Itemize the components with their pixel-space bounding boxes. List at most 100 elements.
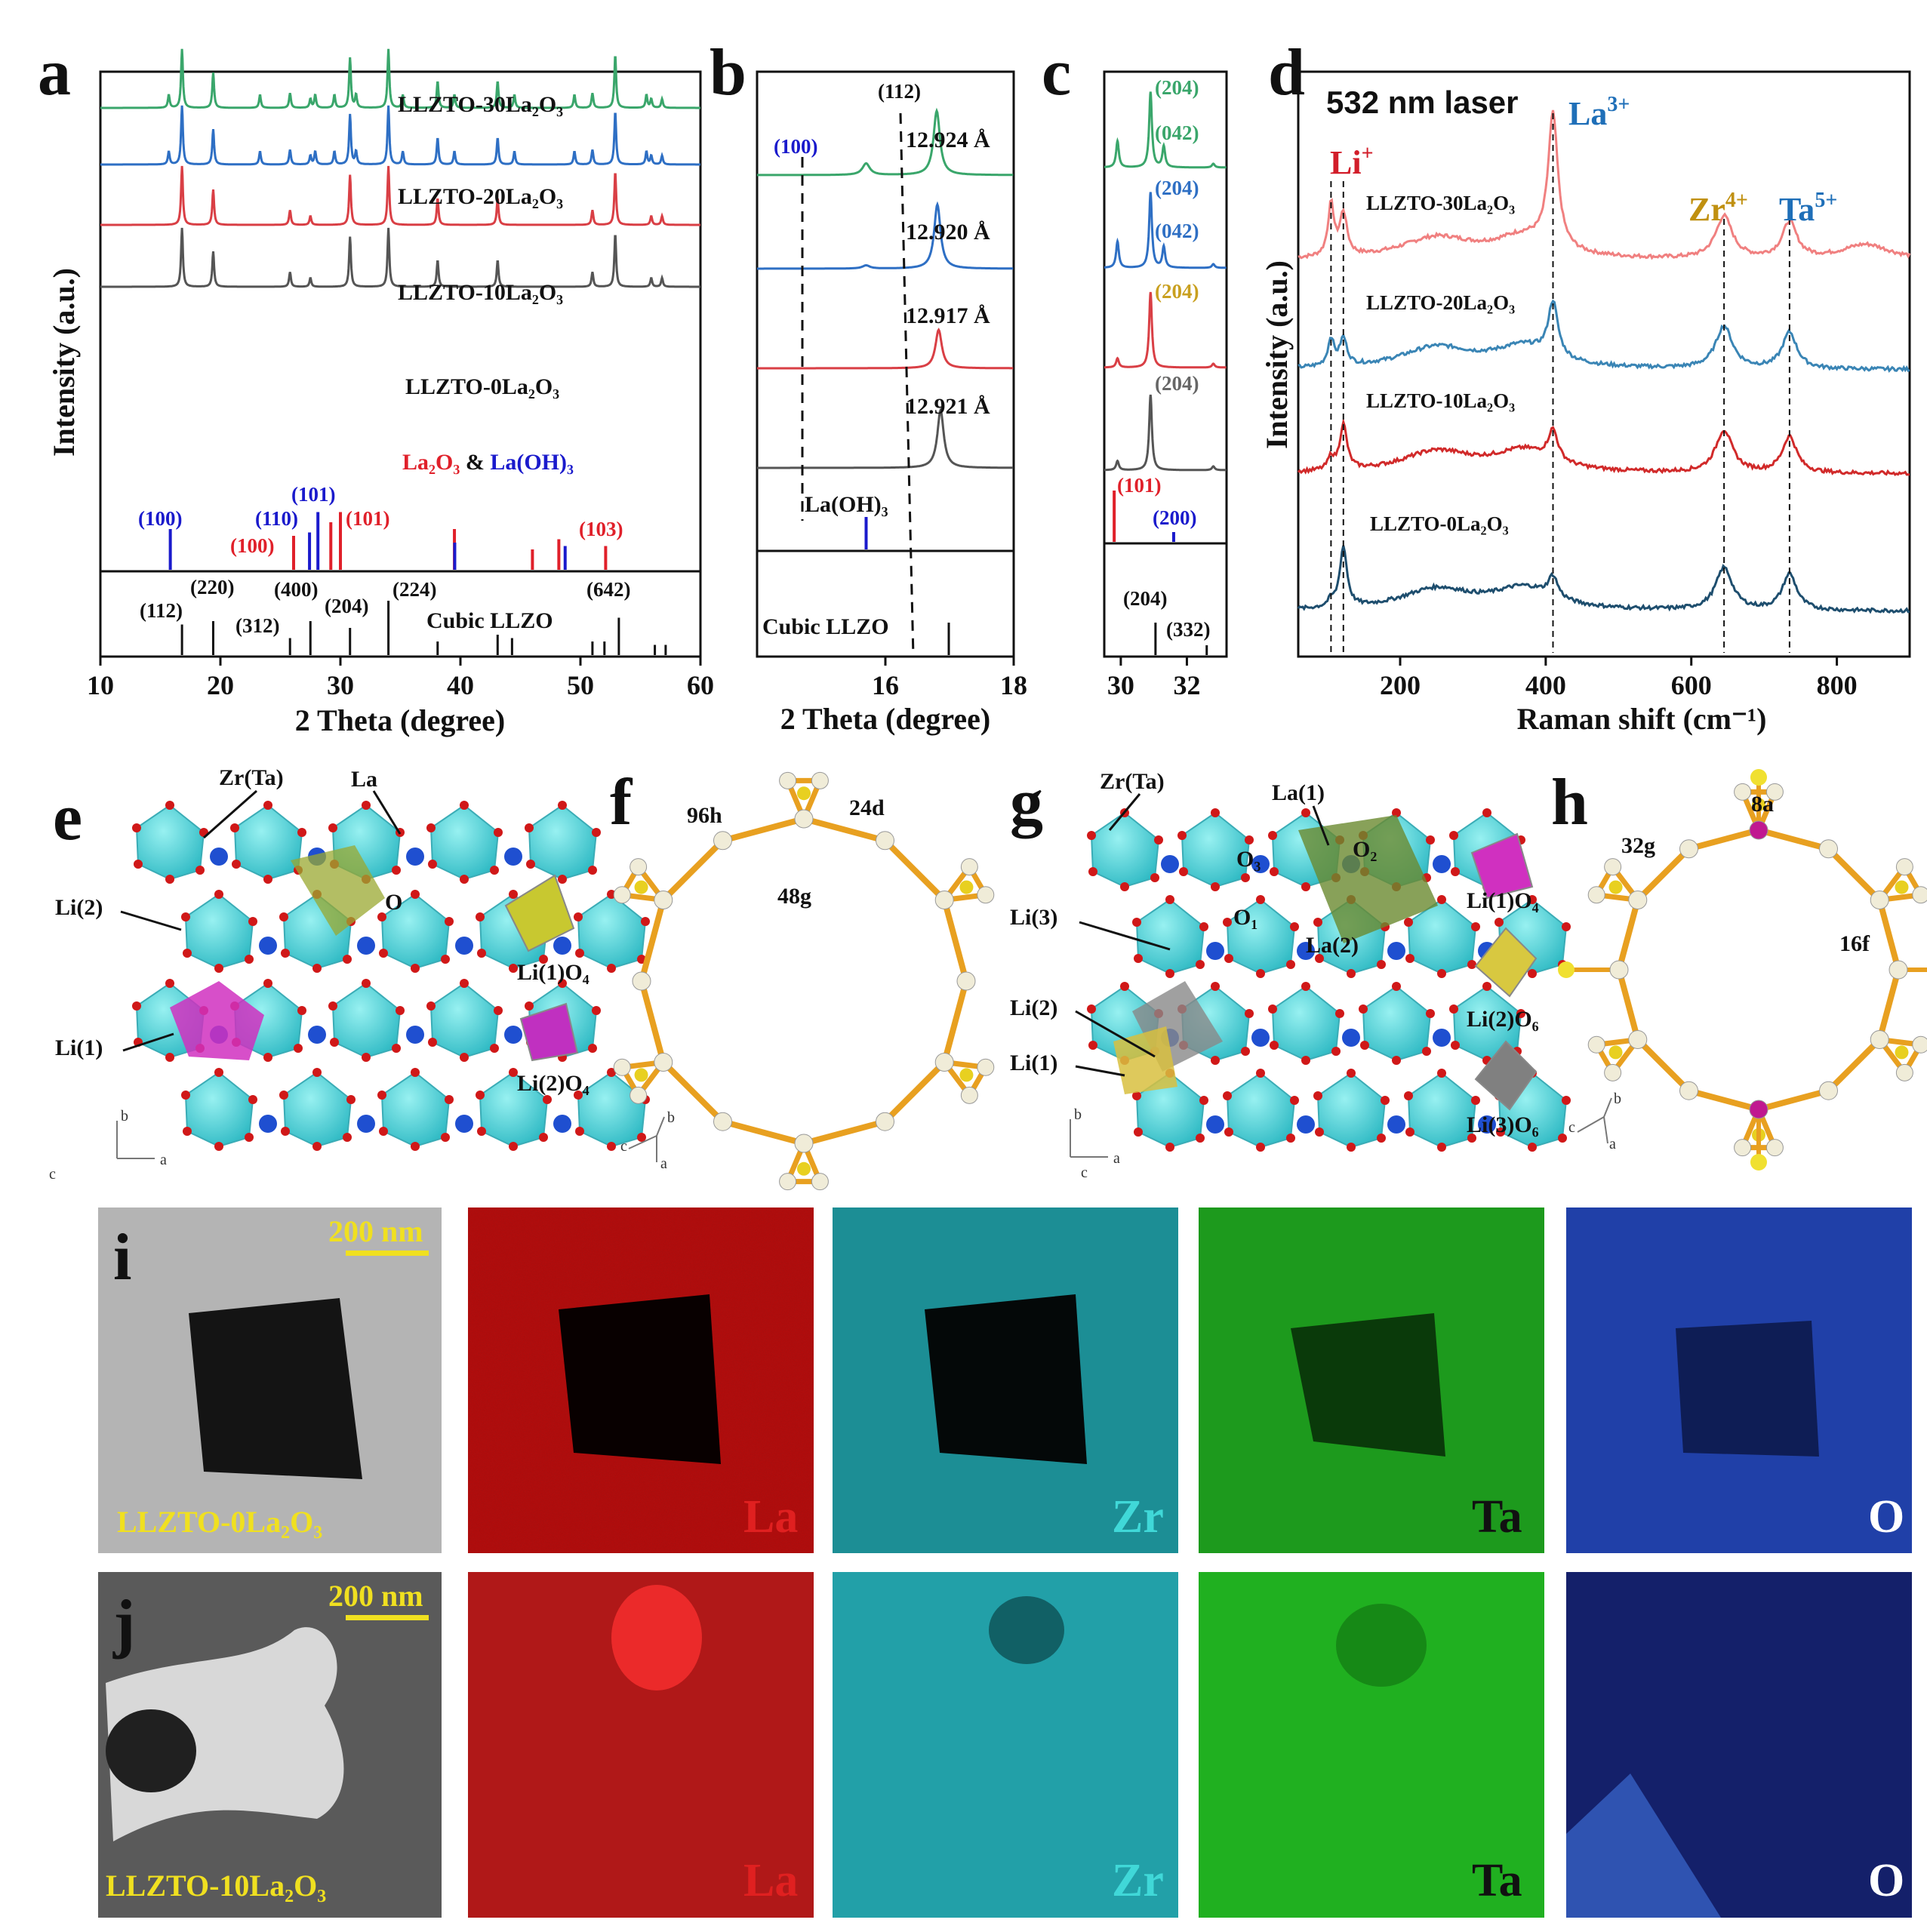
e-axis-label-a: a bbox=[160, 1152, 167, 1168]
octahedron bbox=[184, 893, 254, 970]
oxygen-atom bbox=[1268, 831, 1277, 840]
octahedron bbox=[577, 893, 647, 970]
oxygen-atom bbox=[1268, 1004, 1277, 1014]
g-arrow-li3 bbox=[1079, 921, 1171, 951]
ring-atom bbox=[977, 886, 995, 904]
oxygen-atom bbox=[328, 1001, 337, 1011]
ring-bond bbox=[639, 899, 666, 983]
a-label-30: LLZTO-30La₂O₃ bbox=[398, 92, 563, 117]
a-trace-LLZTO-0La₂O₃ bbox=[100, 227, 700, 288]
oxygen-atom bbox=[1405, 1128, 1414, 1137]
ring-bond bbox=[722, 1118, 805, 1146]
oxygen-atom bbox=[263, 875, 272, 884]
octahedron bbox=[528, 804, 598, 881]
oxygen-atom bbox=[263, 1053, 272, 1062]
oxygen-atom bbox=[1211, 882, 1220, 891]
ring-atom bbox=[1889, 960, 1908, 980]
octahedron bbox=[1271, 985, 1341, 1062]
oxygen-atom bbox=[1286, 1134, 1295, 1143]
i-ta-pore bbox=[1291, 1313, 1445, 1457]
la-atom bbox=[1206, 942, 1224, 960]
oxygen-atom bbox=[1359, 1004, 1368, 1014]
oxygen-atom bbox=[490, 866, 499, 875]
ring-atom bbox=[654, 891, 673, 909]
oxygen-atom bbox=[312, 1068, 322, 1077]
ring-bond bbox=[1876, 899, 1901, 971]
oxygen-atom bbox=[460, 875, 469, 884]
panel-label-j: j bbox=[112, 1587, 135, 1660]
g-li-tetra bbox=[1113, 1026, 1177, 1094]
panel-label-c: c bbox=[1042, 36, 1071, 109]
g-label-o1: O₁ bbox=[1233, 905, 1257, 930]
b-peak-100: (100) bbox=[774, 135, 817, 158]
oxygen-atom bbox=[346, 1095, 356, 1104]
g-axis-label-a: a bbox=[1113, 1150, 1120, 1167]
oxygen-atom bbox=[426, 823, 436, 832]
g-legend-li2o6: Li(2)O₆ bbox=[1467, 1007, 1539, 1032]
a-legend-amp: & bbox=[460, 450, 490, 475]
h-axis-3 bbox=[1603, 1116, 1608, 1144]
oxygen-atom bbox=[1223, 1091, 1232, 1100]
oxygen-atom bbox=[411, 1142, 420, 1151]
e-axis-label-b: b bbox=[121, 1108, 128, 1124]
h-bonds bbox=[1558, 769, 1927, 1171]
e-label-li1: Li(1) bbox=[55, 1035, 103, 1060]
d-ion-zr-sup: 4+ bbox=[1725, 189, 1748, 212]
panel-d-traces bbox=[1297, 109, 1911, 614]
e-legend-li2o4: Li(2)O₄ bbox=[517, 1071, 589, 1096]
oxygen-atom bbox=[509, 1068, 518, 1077]
a-label-20: LLZTO-20La₂O₃ bbox=[398, 184, 563, 209]
panel-a-frame bbox=[99, 70, 702, 658]
la-atom bbox=[1387, 942, 1405, 960]
ring-bond bbox=[660, 1060, 725, 1124]
oxygen-atom bbox=[379, 1127, 388, 1136]
octahedron bbox=[135, 804, 205, 881]
g-label-la2: La(2) bbox=[1306, 933, 1359, 958]
a-legend-la2o3: La₂O₃ bbox=[402, 450, 460, 475]
oxygen-atom bbox=[294, 1044, 303, 1053]
e-arrow-li2 bbox=[120, 910, 182, 931]
ring-atom bbox=[1628, 1030, 1648, 1049]
oxygen-atom bbox=[232, 860, 241, 869]
oxygen-atom bbox=[132, 823, 141, 832]
ring-center-atom bbox=[1608, 880, 1623, 894]
d-label-10: LLZTO-10La₂O₃ bbox=[1366, 389, 1515, 412]
oxygen-atom bbox=[214, 1068, 223, 1077]
la-atom bbox=[357, 937, 375, 955]
ring-atom bbox=[613, 886, 631, 904]
oxygen-atom bbox=[362, 979, 371, 988]
b-lattice-20: 12.920 Å bbox=[906, 220, 990, 245]
ring-atom bbox=[960, 1086, 978, 1104]
ring-atom bbox=[811, 1173, 829, 1191]
panel-c-xrd: (204) (042) (204) (042) (204) (204) (101… bbox=[1103, 70, 1228, 700]
d-label-0: LLZTO-0La₂O₃ bbox=[1370, 512, 1509, 535]
ring-atom bbox=[934, 1053, 954, 1072]
e-label-li2: Li(2) bbox=[55, 895, 103, 920]
oxygen-atom bbox=[1516, 1009, 1525, 1018]
ring-bond bbox=[802, 816, 886, 844]
oxygen-atom bbox=[362, 801, 371, 810]
oxygen-atom bbox=[1211, 808, 1220, 817]
b-lattice-30: 12.924 Å bbox=[906, 128, 990, 152]
h-axis-label-a: a bbox=[1609, 1136, 1616, 1152]
oxygen-atom bbox=[637, 1133, 646, 1142]
oxygen-atom bbox=[1177, 831, 1187, 840]
oxygen-atom bbox=[1496, 1128, 1505, 1137]
la-atom bbox=[210, 848, 228, 866]
i-label-o: O bbox=[1868, 1491, 1904, 1543]
oxygen-atom bbox=[1528, 969, 1537, 978]
b-lattice-10: 12.917 Å bbox=[906, 303, 990, 328]
oxygen-atom bbox=[1377, 1134, 1386, 1143]
oxygen-atom bbox=[165, 875, 174, 884]
ring-triangle bbox=[1592, 1036, 1644, 1078]
oxygen-atom bbox=[312, 1142, 322, 1151]
ring-triangle bbox=[1873, 862, 1925, 903]
ring-bond bbox=[1688, 1088, 1760, 1112]
oxygen-atom bbox=[1256, 969, 1265, 978]
ring-triangle bbox=[938, 1059, 990, 1100]
ring-atom bbox=[1604, 858, 1622, 876]
panel-b-traces bbox=[757, 107, 1014, 655]
panel-label-f: f bbox=[610, 766, 633, 839]
la-atom bbox=[1478, 1115, 1496, 1134]
octahedron bbox=[1316, 1072, 1387, 1149]
